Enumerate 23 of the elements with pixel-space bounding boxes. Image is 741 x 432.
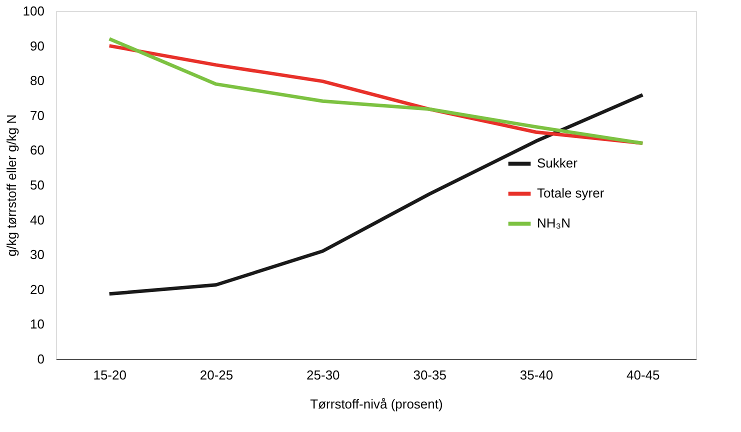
y-tick-label: 70: [30, 108, 44, 123]
line-series: [108, 93, 644, 296]
y-tick-label: 20: [30, 282, 44, 297]
y-tick-label: 0: [37, 352, 44, 366]
y-tick-label: 40: [30, 212, 44, 228]
y-tick-label: 60: [30, 142, 44, 158]
legend-label: NH₃N: [537, 216, 570, 231]
y-tick-label: 80: [30, 73, 44, 88]
x-tick-label: 40-45: [626, 368, 660, 382]
y-tick-label: 90: [30, 38, 44, 54]
legend-label: Totale syrer: [537, 186, 605, 201]
legend-label: Sukker: [537, 156, 578, 171]
x-tick-label: 15-20: [93, 368, 126, 382]
x-tick-label: 30-35: [413, 368, 446, 382]
x-tick-label: 35-40: [520, 368, 554, 382]
y-tick-label: 50: [30, 178, 44, 192]
y-tick-label: 100: [22, 4, 44, 18]
y-tick-label: 30: [30, 247, 44, 262]
x-axis-title: Tørrstoff-nivå (prosent): [310, 396, 443, 412]
y-axis-title: g/kg tørrstoff eller g/kg N: [4, 114, 19, 257]
x-tick-label: 20-25: [200, 368, 234, 382]
x-tick-label: 25-30: [306, 368, 340, 382]
y-tick-label: 10: [30, 316, 44, 332]
